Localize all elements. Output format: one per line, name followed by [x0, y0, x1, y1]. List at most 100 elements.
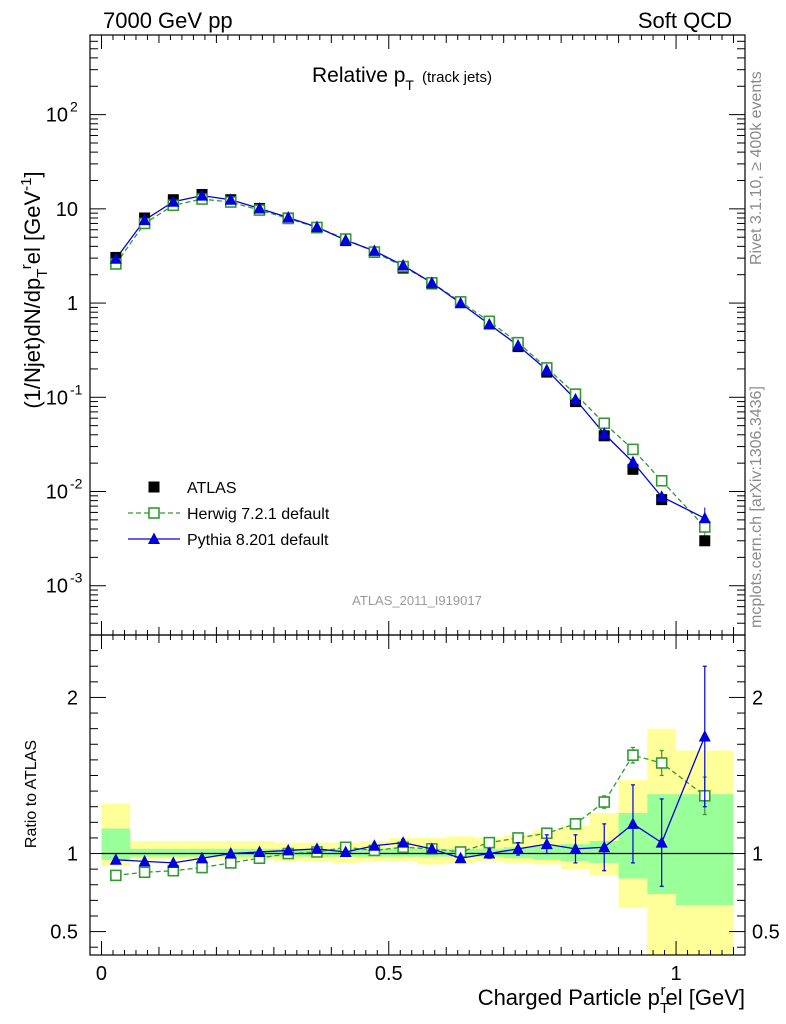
ratio-point: [224, 847, 237, 859]
y-tick-label-exp: -2: [70, 476, 83, 492]
data-point: [397, 258, 410, 271]
data-point: [224, 193, 237, 205]
y-tick-label: 10: [46, 387, 68, 409]
ratio-point: [138, 866, 151, 879]
legend-label: ATLAS: [187, 480, 237, 497]
ratio-point: [655, 836, 668, 848]
data-point: [598, 427, 611, 439]
data-point: [454, 296, 467, 309]
data-point: [698, 521, 711, 533]
data-point: [569, 392, 582, 405]
data-point: [540, 363, 553, 375]
y-tick-label: 10: [56, 199, 78, 221]
ratio-point: [110, 869, 122, 882]
main-title-sub: T: [405, 77, 414, 93]
ratio-point: [540, 837, 553, 850]
ratio-point: [368, 839, 381, 851]
ratio-band-stat: [130, 848, 159, 857]
ratio-point: [224, 857, 237, 869]
y-tick-label: 10: [46, 482, 68, 504]
ratio-point: [483, 847, 496, 859]
data-point: [196, 189, 209, 201]
y-tick-label-exp: -3: [70, 570, 83, 586]
main-title-extra: (track jets): [422, 69, 492, 86]
x-axis-label-main: Charged Particle p: [478, 985, 660, 1010]
data-point: [138, 213, 151, 226]
ratio-point: [627, 749, 639, 761]
x-axis-label: Charged Particle pTrel [GeV]: [478, 982, 745, 1017]
ratio-point: [253, 845, 266, 857]
ratio-point: [698, 729, 711, 742]
ratio-point: [167, 856, 180, 868]
y-tick-label-exp: -1: [70, 381, 83, 397]
ratio-point: [109, 853, 122, 865]
data-point: [699, 535, 711, 547]
ratio-point: [282, 843, 295, 856]
data-point: [282, 210, 295, 223]
legend-label: Herwig 7.2.1 default: [187, 506, 330, 523]
ratio-y-tick-label: 1: [67, 844, 78, 866]
header-right: Soft QCD: [638, 8, 732, 33]
series-line: [115, 198, 706, 528]
ratio-point: [655, 757, 668, 769]
y-tick-label: 10: [46, 576, 68, 598]
ratio-y-tick-label: 2: [67, 687, 78, 709]
data-point: [167, 195, 180, 207]
data-point: [425, 276, 438, 288]
analysis-id: ATLAS_2011_I919017: [352, 593, 482, 608]
x-axis-label-sup: r: [661, 982, 666, 999]
data-point: [655, 474, 668, 487]
data-point: [512, 338, 525, 351]
ratio-point: [483, 836, 496, 849]
ratio-point: [310, 842, 323, 854]
x-axis-label-end: el [GeV]: [666, 985, 745, 1010]
data-point: [627, 463, 639, 475]
ratio-y-tick-label-right: 2: [752, 687, 763, 709]
ratio-y-tick-label: 0.5: [50, 922, 78, 944]
ratio-point: [512, 832, 524, 844]
x-tick-label: 0: [96, 963, 107, 985]
data-point: [626, 455, 639, 468]
x-axis-label-sub: T: [660, 1000, 669, 1017]
data-point: [368, 244, 381, 256]
data-point: [483, 317, 496, 330]
ratio-point: [196, 861, 208, 874]
ratio-plot-frame: [89, 634, 746, 956]
ratio-y-tick-label-right: 0.5: [752, 922, 780, 944]
ratio-point: [598, 840, 611, 853]
ratio-point: [425, 842, 438, 854]
ratio-point: [626, 817, 639, 829]
y-tick-label: 10: [46, 105, 68, 127]
data-point: [339, 233, 352, 246]
header-left: 7000 GeV pp: [103, 8, 233, 33]
ratio-band-stat: [158, 848, 188, 857]
ratio-point: [569, 842, 582, 854]
data-point: [698, 511, 711, 524]
legend: ATLAS Herwig 7.2.1 default Pythia 8.201 de…: [128, 480, 330, 549]
legend-marker: [148, 507, 160, 519]
main-title-text: Relative p: [312, 64, 405, 87]
ratio-point: [196, 851, 209, 864]
x-tick-label: 0.5: [375, 963, 403, 985]
side-note-mcplots: mcplots.cern.ch [arXiv:1306.3436]: [748, 386, 765, 628]
y-tick-label: 1: [67, 293, 78, 315]
data-point: [109, 252, 122, 264]
data-point: [253, 201, 266, 214]
side-note-rivet: Rivet 3.1.10, ≥ 400k events: [748, 71, 765, 265]
ratio-point: [512, 842, 525, 854]
data-point: [310, 220, 323, 233]
ratio-point: [339, 845, 352, 857]
ratio-point: [569, 818, 582, 830]
legend-marker: [148, 532, 160, 544]
data-point: [598, 417, 611, 430]
legend-label: Pythia 8.201 default: [187, 532, 329, 549]
y-tick-label-exp: 2: [70, 99, 78, 115]
ratio-point: [454, 851, 467, 864]
ratio-y-axis-label: Ratio to ATLAS: [23, 740, 40, 848]
ratio-point: [598, 796, 611, 808]
ratio-point: [397, 836, 410, 848]
ratio-point: [138, 854, 151, 867]
ratio-panel: 0 0.5 1 0.5 0.5 1 1 2 2: [50, 634, 780, 985]
